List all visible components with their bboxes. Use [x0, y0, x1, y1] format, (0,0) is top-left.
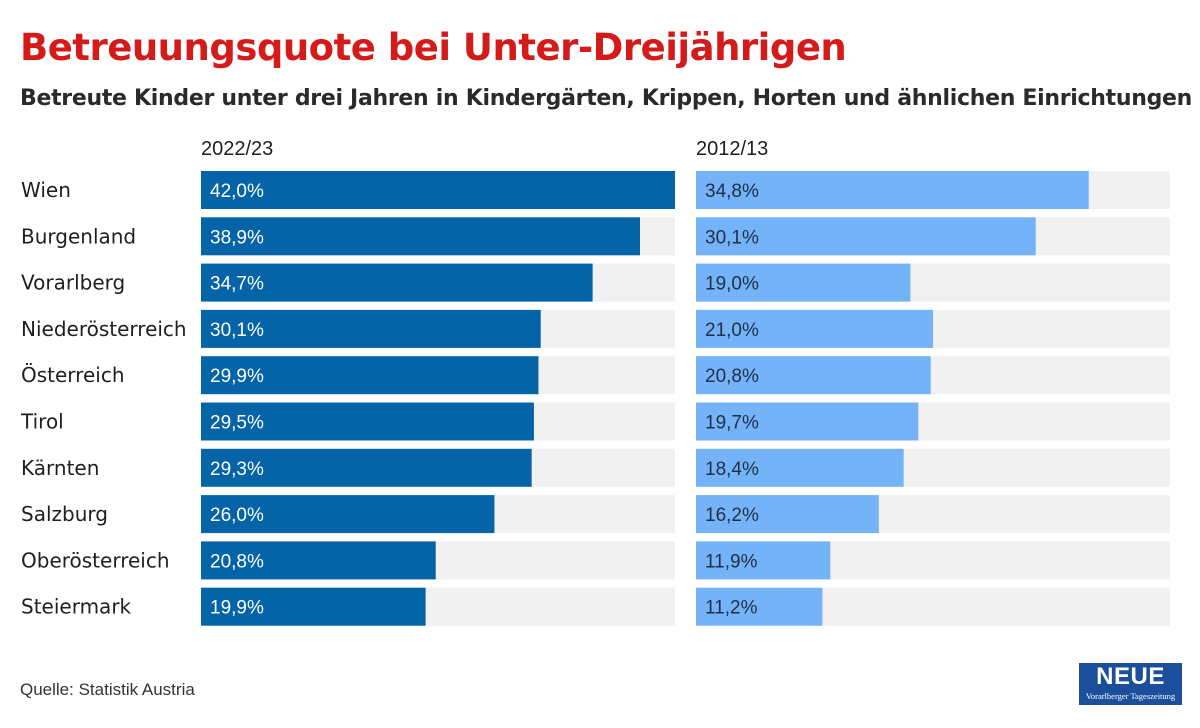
bar-2022-23	[201, 541, 436, 580]
logo-tagline: Vorarlberger Tageszeitung	[1085, 691, 1176, 701]
bar-2012-13	[696, 309, 933, 348]
value-label: 42,0%	[210, 181, 264, 202]
value-label: 26,0%	[210, 505, 264, 526]
bar-2012-13	[696, 171, 1089, 209]
category-label: Österreich	[21, 363, 125, 387]
value-label: 19,9%	[210, 598, 264, 619]
bar-2012-13	[696, 402, 919, 441]
bar-2022-23	[201, 495, 495, 534]
bar-2022-23	[201, 309, 541, 348]
category-label: Niederösterreich	[21, 317, 187, 341]
bar-2022-23	[201, 171, 675, 209]
value-label: 29,9%	[210, 366, 264, 387]
column-header-2022: 2022/23	[201, 138, 274, 160]
neue-logo: NEUE Vorarlberger Tageszeitung	[1079, 663, 1182, 705]
bar-2022-23	[201, 217, 641, 256]
value-label: 34,8%	[705, 181, 759, 202]
logo-wordmark: NEUE	[1096, 663, 1165, 690]
bar-2022-23	[201, 448, 532, 487]
value-label: 11,2%	[705, 598, 758, 619]
bar-2012-13	[696, 587, 823, 626]
category-label: Burgenland	[21, 224, 136, 248]
bar-2022-23	[201, 587, 426, 626]
value-label: 19,0%	[705, 274, 759, 295]
bar-2012-13	[696, 356, 931, 395]
value-label: 29,5%	[210, 413, 264, 434]
value-label: 20,8%	[210, 551, 264, 572]
bar-2012-13	[696, 448, 904, 487]
value-label: 18,4%	[705, 459, 759, 480]
bar-2022-23	[201, 263, 593, 302]
bar-2012-13	[696, 217, 1036, 256]
value-label: 11,9%	[705, 551, 758, 572]
column-header-2012: 2012/13	[696, 138, 769, 160]
bar-2022-23	[201, 402, 534, 441]
category-label: Steiermark	[21, 595, 132, 619]
value-label: 19,7%	[705, 413, 759, 434]
chart-subtitle: Betreute Kinder unter drei Jahren in Kin…	[20, 86, 1193, 111]
value-label: 29,3%	[210, 459, 264, 480]
category-label: Salzburg	[21, 502, 108, 526]
value-label: 30,1%	[210, 320, 264, 341]
bar-2022-23	[201, 356, 539, 395]
value-label: 38,9%	[210, 227, 264, 248]
category-label: Kärnten	[21, 456, 99, 480]
value-label: 16,2%	[705, 505, 759, 526]
value-label: 30,1%	[705, 227, 759, 248]
value-label: 34,7%	[210, 274, 264, 295]
bar-2012-13	[696, 541, 831, 580]
value-label: 20,8%	[705, 366, 759, 387]
category-label: Vorarlberg	[21, 271, 125, 295]
source-note: Quelle: Statistik Austria	[20, 680, 195, 699]
value-label: 21,0%	[705, 320, 759, 341]
chart-title: Betreuungsquote bei Unter-Dreijährigen	[20, 26, 847, 69]
category-label: Wien	[21, 178, 71, 202]
bar-2012-13	[696, 495, 879, 534]
category-label: Oberösterreich	[21, 548, 170, 572]
bar-2012-13	[696, 263, 911, 302]
category-label: Tirol	[20, 410, 64, 434]
